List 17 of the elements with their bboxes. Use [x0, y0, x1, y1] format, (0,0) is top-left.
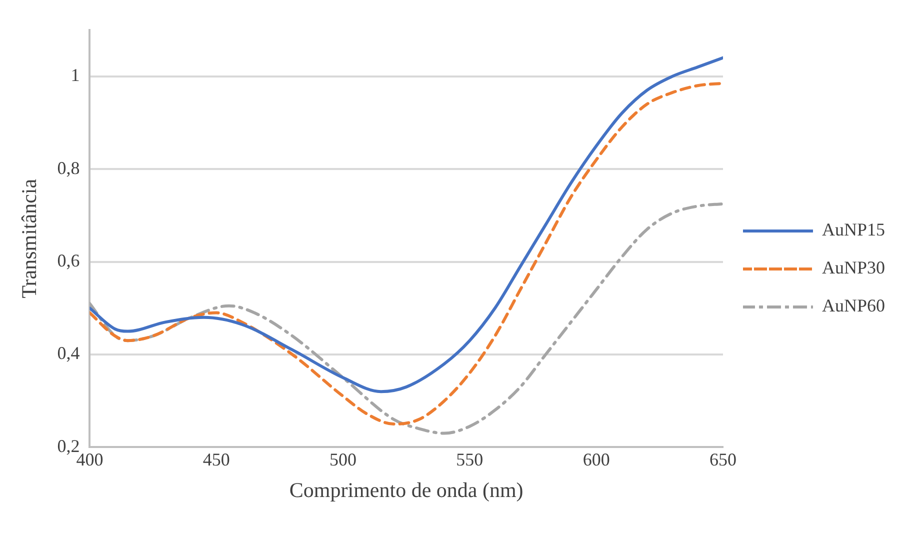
legend-label: AuNP15	[822, 220, 886, 240]
line-series	[90, 202, 723, 435]
line-series	[90, 82, 723, 426]
y-tick-label: 0,6	[57, 250, 80, 271]
y-tick-label: 0,4	[57, 343, 80, 364]
y-tick-label: 0,8	[57, 158, 80, 178]
line-series	[90, 56, 723, 394]
legend-label: AuNP30	[822, 258, 886, 278]
y-axis-title: Transmitância	[17, 178, 42, 298]
y-tick-label: 1	[70, 65, 80, 86]
x-tick-label: 600	[582, 450, 610, 470]
x-tick-label: 550	[456, 450, 484, 470]
x-tick-label: 450	[202, 450, 230, 470]
legend-label: AuNP60	[822, 296, 886, 316]
x-tick-label: 500	[330, 450, 357, 470]
x-axis-title: Comprimento de onda (nm)	[289, 478, 524, 502]
x-tick-label: 650	[709, 450, 736, 470]
